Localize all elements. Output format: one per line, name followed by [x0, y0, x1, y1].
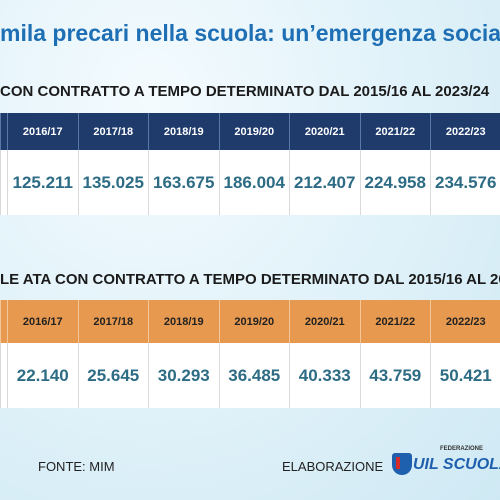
table-cell-edge [0, 113, 7, 150]
table-cell-edge [0, 150, 7, 215]
table-heading: LE ATA CON CONTRATTO A TEMPO DETERMINATO… [0, 271, 500, 288]
title: mila precari nella scuola: un’emergenza … [0, 20, 500, 46]
logo-top: FEDERAZIONE [440, 446, 484, 452]
table-cell: 2021/22 [359, 300, 430, 343]
table-cell: 2021/22 [359, 113, 430, 150]
table-cell: 2019/20 [218, 113, 289, 150]
table-cell: 2019/20 [218, 300, 289, 343]
table-cell: 50.421 [430, 343, 500, 408]
logo-icon [396, 457, 400, 469]
table-cell: 2016/17 [7, 300, 78, 343]
table-cell: 2020/21 [289, 300, 360, 343]
table-cell: 224.958 [359, 150, 430, 215]
table-cell: 2022/23 [430, 300, 500, 343]
table-cell-edge [0, 343, 7, 408]
table-cell: 2018/19 [148, 113, 219, 150]
table-cell: 2017/18 [77, 300, 148, 343]
table-cell: 186.004 [218, 150, 289, 215]
table-cell-edge [0, 300, 7, 343]
table-data-row: 125.211 135.025 163.675 186.004 212.407 224.9… [0, 150, 500, 215]
table-header-row: 2016/17 2017/18 2018/19 2019/20 2020/21 2021/… [0, 300, 500, 343]
table-cell: 22.140 [7, 343, 78, 408]
table-cell: 30.293 [148, 343, 219, 408]
table-cell: 25.645 [77, 343, 148, 408]
table-data-row: 22.140 25.645 30.293 36.485 40.333 43.759 50.4… [0, 343, 500, 408]
table-cell: 2020/21 [289, 113, 360, 150]
table-cell: 2022/23 [430, 113, 500, 150]
logo: UIL SCUOLA RUA [413, 456, 500, 473]
table-cell: 40.333 [289, 343, 360, 408]
credit: ELABORAZIONE [282, 459, 384, 474]
table-cell: 163.675 [148, 150, 219, 215]
table-heading: CON CONTRATTO A TEMPO DETERMINATO DAL 20… [0, 83, 490, 100]
table-cell: 2017/18 [77, 113, 148, 150]
source: FONTE: MIM [38, 459, 115, 474]
table-header-row: 2016/17 2017/18 2018/19 2019/20 2020/21 2021/… [0, 113, 500, 150]
table-cell: 43.759 [359, 343, 430, 408]
table-cell: 212.407 [289, 150, 360, 215]
table-cell: 125.211 [7, 150, 78, 215]
logo-icon [392, 453, 412, 475]
table-cell: 2018/19 [148, 300, 219, 343]
table-cell: 234.576 [430, 150, 500, 215]
table-cell: 2016/17 [7, 113, 78, 150]
table-cell: 36.485 [218, 343, 289, 408]
table-cell: 135.025 [77, 150, 148, 215]
